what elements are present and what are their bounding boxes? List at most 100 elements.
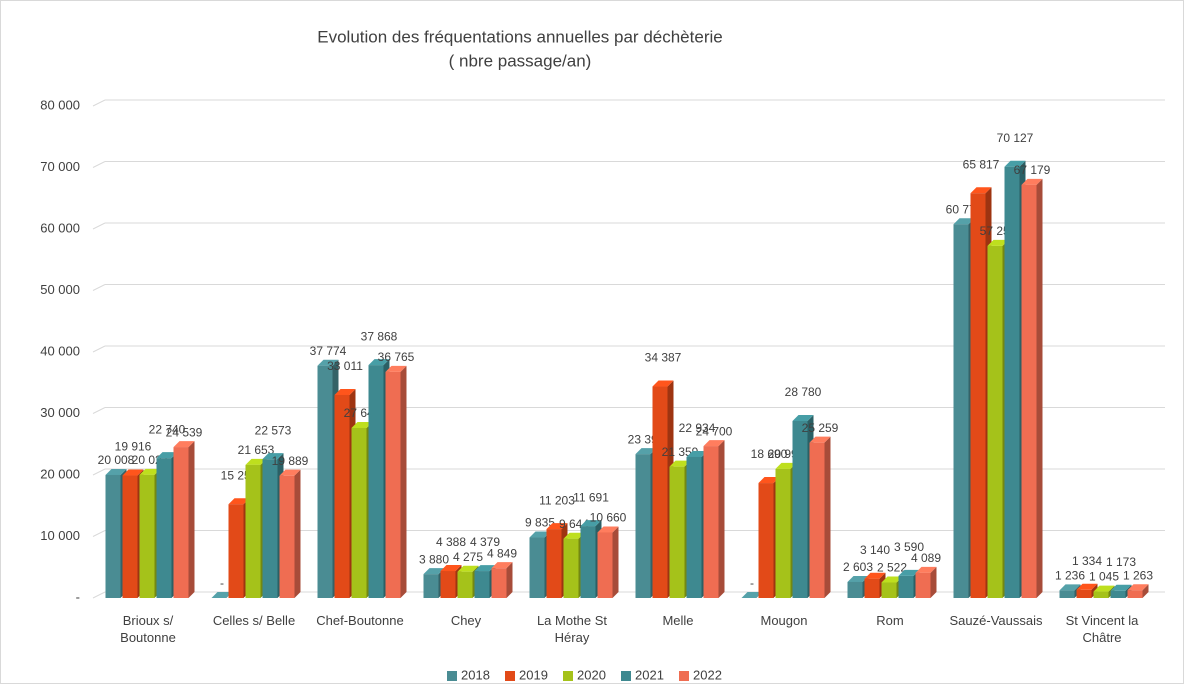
legend-swatch <box>505 671 515 681</box>
bar-side <box>612 526 619 598</box>
legend-swatch <box>563 671 573 681</box>
bar <box>423 574 439 598</box>
x-tick-label: Melle <box>662 613 694 628</box>
bar <box>953 224 969 598</box>
bar-top <box>457 565 479 572</box>
bar-top <box>597 526 619 533</box>
bar-top <box>686 450 708 457</box>
bar <box>758 483 774 598</box>
data-label: 4 849 <box>487 546 517 560</box>
y-tick-label: 60 000 <box>40 220 80 235</box>
data-label: 37 774 <box>310 344 347 358</box>
legend-label: 2019 <box>519 667 548 682</box>
bar-top <box>987 239 1009 246</box>
bar-top <box>1004 160 1026 167</box>
bar-top <box>474 565 496 572</box>
bar-top <box>1059 584 1081 591</box>
bar-side <box>1142 584 1149 598</box>
grid-depth <box>92 468 106 476</box>
data-label: 21 653 <box>238 443 275 457</box>
data-label: 2 603 <box>843 560 873 574</box>
bar-top <box>262 453 284 460</box>
bar-top <box>245 458 267 465</box>
bar-top <box>423 568 445 575</box>
x-tick-label: Chef-Boutonne <box>316 613 404 628</box>
bar-top <box>758 477 780 484</box>
bar <box>351 427 367 598</box>
data-label: 67 179 <box>1014 163 1051 177</box>
data-label: 1 334 <box>1072 554 1102 568</box>
grid-depth <box>92 407 106 414</box>
data-label: 10 660 <box>590 511 627 525</box>
data-label: 3 140 <box>860 543 890 557</box>
bar <box>1076 589 1092 598</box>
bar-side <box>1036 178 1043 598</box>
data-label: 28 780 <box>785 385 822 399</box>
x-tick-label: St Vincent la Châtre <box>1065 613 1139 645</box>
bar-side <box>294 469 301 598</box>
bar <box>652 386 668 598</box>
data-label: 3 880 <box>419 552 449 566</box>
data-label: 20 008 <box>98 453 135 467</box>
bar <box>1127 590 1143 598</box>
y-tick-label: 80 000 <box>40 97 80 112</box>
x-tick-label: La Mothe St Héray <box>536 613 608 645</box>
data-label: 22 740 <box>149 422 186 436</box>
bar-top <box>652 380 674 387</box>
bar-top <box>228 498 250 505</box>
bar-top <box>669 460 691 467</box>
bar <box>1110 590 1126 598</box>
y-tick-label: 20 000 <box>40 466 80 481</box>
bar <box>635 454 651 598</box>
y-tick-label: 30 000 <box>40 405 80 420</box>
bar-top <box>385 365 407 372</box>
bar-top <box>368 359 390 366</box>
bar <box>563 538 579 598</box>
data-label: 3 590 <box>894 540 924 554</box>
bar <box>474 571 490 598</box>
bar <box>317 365 333 598</box>
bar-top <box>440 565 462 572</box>
chart-title: Evolution des fréquentations annuelles p… <box>317 27 722 46</box>
bar <box>1093 591 1109 598</box>
data-label: 19 916 <box>115 440 152 454</box>
bar <box>546 529 562 598</box>
bar <box>368 365 384 598</box>
bar-top <box>122 469 144 476</box>
bar-top <box>529 531 551 538</box>
bar-top <box>864 572 886 579</box>
bar <box>491 568 507 598</box>
bar-top <box>915 566 937 573</box>
data-label: 9 835 <box>525 516 555 530</box>
grid-depth <box>92 345 106 353</box>
bar <box>262 459 278 598</box>
bar <box>529 537 545 598</box>
legend-label: 2018 <box>461 667 490 682</box>
bar <box>105 474 121 598</box>
bar-top <box>491 562 513 569</box>
x-tick-label: Chey <box>450 613 482 628</box>
legend-swatch <box>621 671 631 681</box>
y-tick-label: 50 000 <box>40 282 80 297</box>
bar-top <box>881 576 903 583</box>
bar <box>156 458 172 598</box>
legend-label: 2022 <box>693 667 722 682</box>
data-label: 22 573 <box>255 423 292 437</box>
bar <box>440 571 456 598</box>
grid-depth <box>92 222 106 230</box>
data-label: 18 690 <box>751 447 788 461</box>
x-tick-label: Rom <box>876 613 904 628</box>
data-label: 1 263 <box>1123 568 1153 582</box>
data-label: 33 011 <box>327 359 363 373</box>
bar <box>987 245 1003 598</box>
bar-top <box>1127 584 1149 591</box>
bar-top <box>703 440 725 447</box>
data-label: 4 379 <box>470 535 500 549</box>
bar-top <box>953 218 975 225</box>
bar-top <box>580 520 602 527</box>
bar-top <box>635 448 657 455</box>
legend-swatch <box>447 671 457 681</box>
bar <box>334 394 350 598</box>
bar <box>669 466 685 598</box>
